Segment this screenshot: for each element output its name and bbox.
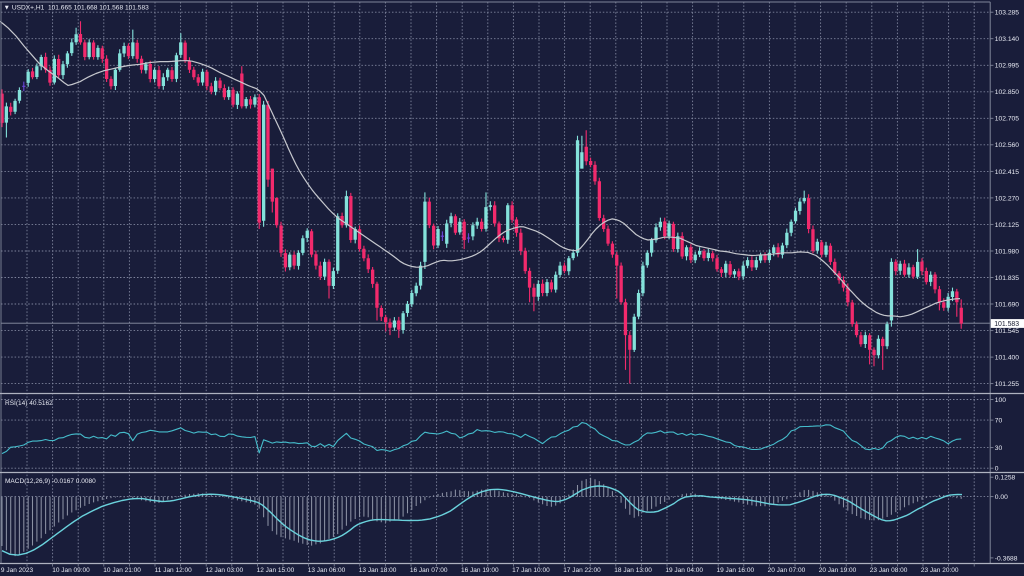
svg-text:103.140: 103.140 bbox=[995, 36, 1019, 43]
svg-text:102.415: 102.415 bbox=[995, 169, 1019, 176]
svg-text:20 Jan 19:00: 20 Jan 19:00 bbox=[819, 567, 857, 574]
svg-text:101.690: 101.690 bbox=[995, 301, 1019, 308]
svg-text:70: 70 bbox=[995, 418, 1003, 425]
svg-text:101.835: 101.835 bbox=[995, 275, 1019, 282]
svg-text:13 Jan 18:00: 13 Jan 18:00 bbox=[359, 567, 397, 574]
svg-text:101.583: 101.583 bbox=[994, 321, 1019, 328]
svg-text:23 Jan 20:00: 23 Jan 20:00 bbox=[921, 567, 959, 574]
svg-text:102.270: 102.270 bbox=[995, 195, 1019, 202]
svg-text:102.705: 102.705 bbox=[995, 116, 1019, 123]
svg-text:9 Jan 2023: 9 Jan 2023 bbox=[1, 567, 34, 574]
svg-text:102.995: 102.995 bbox=[995, 63, 1019, 70]
svg-text:16 Jan 07:00: 16 Jan 07:00 bbox=[410, 567, 448, 574]
svg-text:RSI(14) 40.5162: RSI(14) 40.5162 bbox=[5, 400, 53, 407]
svg-text:▼ USDX+,H1 101.665 101.668 10: ▼ USDX+,H1 101.665 101.668 101.568 101.5… bbox=[4, 4, 150, 11]
svg-text:17 Jan 22:00: 17 Jan 22:00 bbox=[563, 567, 601, 574]
svg-text:0.00: 0.00 bbox=[995, 494, 1008, 501]
svg-text:17 Jan 10:00: 17 Jan 10:00 bbox=[512, 567, 550, 574]
svg-text:101.545: 101.545 bbox=[995, 328, 1019, 335]
svg-text:102.560: 102.560 bbox=[995, 142, 1019, 149]
svg-text:20 Jan 07:00: 20 Jan 07:00 bbox=[768, 567, 806, 574]
svg-text:11 Jan 12:00: 11 Jan 12:00 bbox=[155, 567, 192, 574]
svg-text:18 Jan 13:00: 18 Jan 13:00 bbox=[614, 567, 652, 574]
svg-text:101.980: 101.980 bbox=[995, 248, 1019, 255]
svg-text:101.255: 101.255 bbox=[995, 381, 1019, 388]
svg-text:19 Jan 16:00: 19 Jan 16:00 bbox=[717, 567, 755, 574]
svg-text:23 Jan 08:00: 23 Jan 08:00 bbox=[870, 567, 908, 574]
svg-text:12 Jan 15:00: 12 Jan 15:00 bbox=[257, 567, 295, 574]
svg-text:102.125: 102.125 bbox=[995, 222, 1019, 229]
svg-text:19 Jan 04:00: 19 Jan 04:00 bbox=[665, 567, 703, 574]
svg-text:10 Jan 09:00: 10 Jan 09:00 bbox=[52, 567, 90, 574]
svg-text:102.850: 102.850 bbox=[995, 89, 1019, 96]
svg-text:16 Jan 19:00: 16 Jan 19:00 bbox=[461, 567, 499, 574]
svg-text:-0.3688: -0.3688 bbox=[995, 555, 1018, 562]
svg-text:0.1258: 0.1258 bbox=[995, 475, 1016, 482]
svg-text:13 Jan 06:00: 13 Jan 06:00 bbox=[308, 567, 346, 574]
svg-text:MACD(12,26,9) -0.0167 0.0080: MACD(12,26,9) -0.0167 0.0080 bbox=[5, 478, 96, 485]
svg-text:12 Jan 03:00: 12 Jan 03:00 bbox=[206, 567, 244, 574]
svg-text:100: 100 bbox=[995, 397, 1006, 404]
svg-text:0: 0 bbox=[995, 466, 999, 473]
svg-text:103.285: 103.285 bbox=[995, 10, 1019, 17]
svg-text:30: 30 bbox=[995, 445, 1003, 452]
svg-text:10 Jan 21:00: 10 Jan 21:00 bbox=[103, 567, 141, 574]
svg-text:101.400: 101.400 bbox=[995, 355, 1019, 362]
